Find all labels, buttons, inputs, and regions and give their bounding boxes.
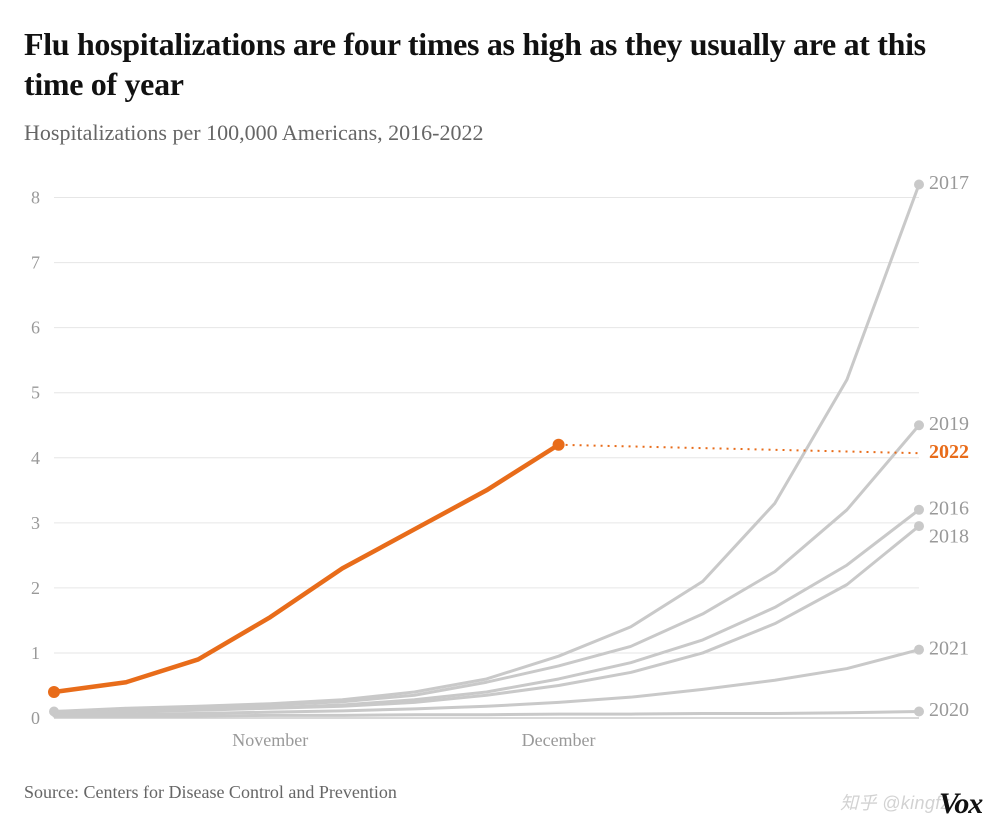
watermark-text: 知乎 @kingfz — [840, 789, 950, 815]
marker-end-2016 — [914, 505, 924, 515]
marker-end-2017 — [914, 180, 924, 190]
y-axis-tick-label: 6 — [31, 318, 40, 338]
chart-container: Flu hospitalizations are four times as h… — [0, 0, 1000, 839]
x-axis-tick-label: November — [232, 730, 308, 750]
y-axis-tick-label: 1 — [31, 643, 40, 663]
series-line-2017 — [54, 185, 919, 712]
y-axis-tick-label: 0 — [31, 708, 40, 728]
y-axis-tick-label: 8 — [31, 188, 40, 208]
y-axis-tick-label: 5 — [31, 383, 40, 403]
series-label-2020: 2020 — [929, 699, 969, 721]
leader-line-2022 — [559, 445, 921, 453]
marker-end-2020 — [914, 706, 924, 716]
y-axis-tick-label: 7 — [31, 253, 40, 273]
marker-start-2022 — [48, 686, 60, 698]
series-line-2019 — [54, 425, 919, 711]
chart-title: Flu hospitalizations are four times as h… — [24, 24, 976, 104]
series-label-2019: 2019 — [929, 413, 969, 435]
series-label-2018: 2018 — [929, 525, 969, 547]
vox-logo: Vox — [939, 787, 982, 821]
y-axis-tick-label: 3 — [31, 513, 40, 533]
y-axis-tick-label: 2 — [31, 578, 40, 598]
chart-subtitle: Hospitalizations per 100,000 Americans, … — [24, 120, 976, 146]
series-label-2021: 2021 — [929, 637, 969, 659]
marker-end-2021 — [914, 645, 924, 655]
y-axis-tick-label: 4 — [31, 448, 40, 468]
series-line-2018 — [54, 526, 919, 713]
line-chart-svg: 0 1 2 3 4 5 6 7 8 November December 2017 2019 2016 201… — [24, 160, 984, 760]
source-line: Source: Centers for Disease Control and … — [24, 782, 976, 803]
marker-end-2022 — [553, 439, 565, 451]
marker-end-2018 — [914, 521, 924, 531]
x-axis-tick-label: December — [522, 730, 596, 750]
series-label-2017: 2017 — [929, 172, 969, 194]
series-line-2022 — [54, 445, 559, 692]
series-label-2016: 2016 — [929, 497, 969, 519]
plot-area: 0 1 2 3 4 5 6 7 8 November December 2017 2019 2016 201… — [24, 160, 984, 760]
series-label-2022: 2022 — [929, 441, 969, 463]
marker-end-2019 — [914, 420, 924, 430]
